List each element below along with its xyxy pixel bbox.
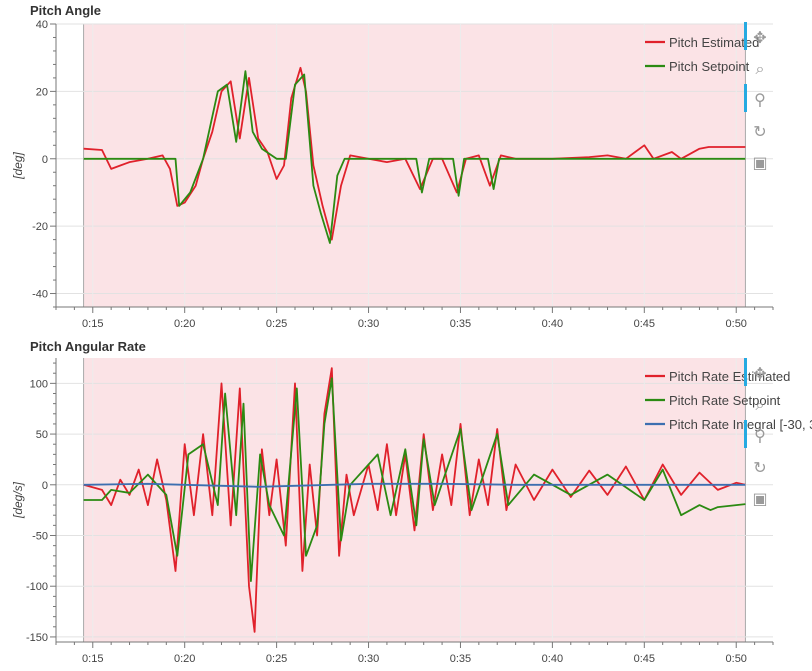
chart-title: Pitch Angle bbox=[30, 3, 102, 18]
x-tick-label: 0:30 bbox=[358, 653, 379, 665]
x-tick-label: 0:35 bbox=[450, 653, 471, 665]
x-tick-label: 0:45 bbox=[634, 653, 655, 665]
shaded-region bbox=[83, 358, 746, 642]
x-tick-label: 0:20 bbox=[174, 653, 195, 665]
pitch-angular-rate-chart[interactable]: 0:15 0:20 0:25 0:30 0:35 0:40 0:45 0:50 -150 -100… bbox=[0, 336, 812, 671]
legend-label: Pitch Rate Setpoint bbox=[669, 393, 781, 408]
wheel-zoom-icon[interactable]: ⚲ bbox=[754, 89, 766, 109]
y-tick-label: 20 bbox=[36, 86, 48, 98]
box-zoom-icon[interactable]: ⌕ bbox=[755, 395, 765, 414]
tool-active-indicator bbox=[744, 84, 747, 112]
series-line-1 bbox=[83, 377, 746, 583]
y-tick-label: -20 bbox=[32, 221, 48, 233]
wheel-zoom-icon[interactable]: ⚲ bbox=[754, 425, 766, 445]
y-axis-label: [deg/s] bbox=[11, 481, 25, 519]
legend-label: Pitch Rate Integral [-30, 30] bbox=[669, 417, 812, 432]
chart-title: Pitch Angular Rate bbox=[30, 339, 146, 354]
y-tick-label: 100 bbox=[30, 378, 48, 390]
x-tick-label: 0:35 bbox=[450, 318, 471, 330]
save-icon[interactable]: ▣ bbox=[752, 152, 768, 172]
y-tick-label: 0 bbox=[42, 480, 48, 492]
tool-active-indicator bbox=[744, 420, 747, 448]
y-tick-label: 40 bbox=[36, 19, 48, 31]
x-tick-label: 0:40 bbox=[542, 318, 563, 330]
chart-toolbar: ✥ ⌕ ⚲ ↻ ▣ bbox=[744, 22, 774, 182]
pan-icon[interactable]: ✥ bbox=[753, 363, 767, 383]
tool-active-indicator bbox=[744, 358, 747, 386]
y-tick-label: -100 bbox=[26, 581, 48, 593]
x-tick-label: 0:50 bbox=[726, 318, 747, 330]
reset-icon[interactable]: ↻ bbox=[753, 121, 767, 141]
tool-active-indicator bbox=[744, 22, 747, 50]
save-icon[interactable]: ▣ bbox=[752, 488, 768, 508]
pitch-angle-chart[interactable]: 0:15 0:20 0:25 0:30 0:35 0:40 0:45 0:50 -40 -20 0 2… bbox=[0, 0, 812, 336]
y-tick-label: -50 bbox=[32, 531, 48, 543]
x-tick-label: 0:15 bbox=[82, 318, 103, 330]
chart-panel-pitch-angle: Pitch Angle 0:15 0:20 0:25 0:30 0:35 0:40 0:45… bbox=[0, 0, 812, 336]
series-line-2 bbox=[83, 482, 746, 488]
chart-toolbar: ✥ ⌕ ⚲ ↻ ▣ bbox=[744, 358, 774, 518]
legend-label: Pitch Setpoint bbox=[669, 59, 750, 74]
legend-label: Pitch Estimated bbox=[669, 35, 759, 50]
legend-label: Pitch Rate Estimated bbox=[669, 369, 790, 384]
box-zoom-icon[interactable]: ⌕ bbox=[755, 59, 765, 78]
y-tick-label: 0 bbox=[42, 154, 48, 166]
x-tick-label: 0:25 bbox=[266, 653, 287, 665]
series-line-1 bbox=[83, 70, 746, 244]
x-tick-label: 0:30 bbox=[358, 318, 379, 330]
chart-panel-pitch-angular-rate: Pitch Angular Rate 0:15 0:20 0:25 0:30 0:35 0… bbox=[0, 336, 812, 671]
y-axis-label: [deg] bbox=[11, 151, 25, 179]
reset-icon[interactable]: ↻ bbox=[753, 457, 767, 477]
y-tick-label: -150 bbox=[26, 632, 48, 644]
y-tick-label: 50 bbox=[36, 429, 48, 441]
x-tick-label: 0:20 bbox=[174, 318, 195, 330]
pan-icon[interactable]: ✥ bbox=[753, 27, 767, 47]
y-tick-label: -40 bbox=[32, 289, 48, 301]
x-tick-label: 0:45 bbox=[634, 318, 655, 330]
x-tick-label: 0:15 bbox=[82, 653, 103, 665]
x-tick-label: 0:25 bbox=[266, 318, 287, 330]
x-tick-label: 0:50 bbox=[726, 653, 747, 665]
shaded-region bbox=[83, 24, 746, 307]
x-tick-label: 0:40 bbox=[542, 653, 563, 665]
